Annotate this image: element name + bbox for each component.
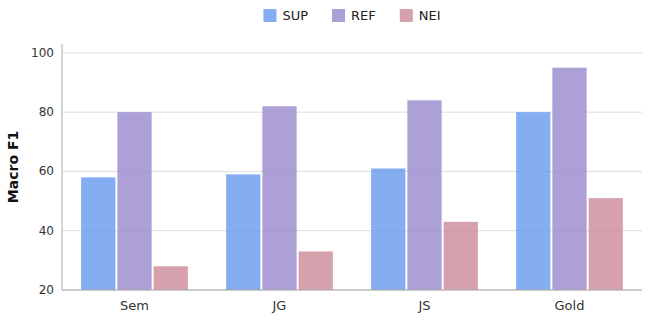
bar [516,112,550,290]
bar [299,251,333,290]
legend-swatch [400,9,413,22]
bar [81,177,115,290]
x-tick-label: Sem [120,298,149,313]
y-axis-label: Macro F1 [5,131,21,203]
bar [444,222,478,290]
x-tick-label: JG [272,298,287,313]
legend-swatch [263,9,276,22]
y-tick-label: 60 [39,164,54,178]
bar [262,106,296,290]
bar [407,100,441,290]
chart: 20 40 60 80 100 Sem JG JS Gold Macro F1 SUP REF NEI [0,0,658,324]
bar [117,112,151,290]
y-tick-label: 40 [39,224,54,238]
bar [552,68,586,290]
grid-line [62,290,642,291]
bar [226,174,260,290]
y-tick-label: 100 [31,46,54,60]
y-axis-line [62,44,63,290]
legend: SUP REF NEI [263,8,440,23]
y-tick-label: 80 [39,105,54,119]
bar [154,266,188,290]
grid-line [62,52,642,53]
bar [371,168,405,290]
x-tick-label: Gold [555,298,585,313]
x-tick-label: JS [417,298,430,313]
legend-swatch [332,9,345,22]
legend-label: REF [351,8,376,23]
x-axis-line [62,290,642,291]
legend-label: SUP [282,8,308,23]
bar [589,198,623,290]
y-tick-label: 20 [39,283,54,297]
legend-label: NEI [419,8,441,23]
